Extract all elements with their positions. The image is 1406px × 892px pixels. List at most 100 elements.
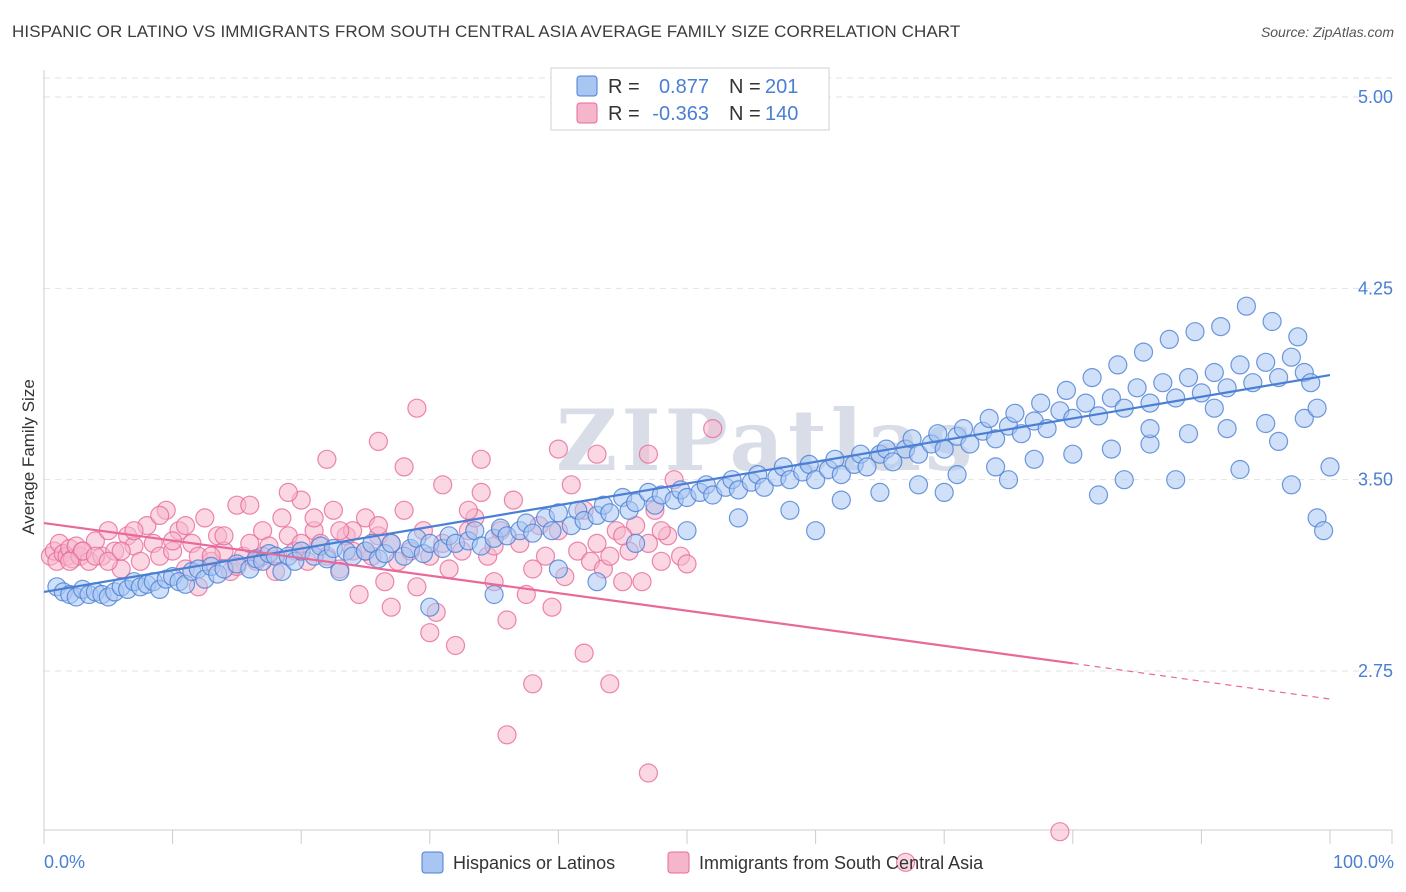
scatter-point-immigrants <box>420 623 440 643</box>
scatter-point-immigrants <box>439 559 459 579</box>
scatter-point-hispanics <box>1108 355 1128 375</box>
scatter-point-immigrants <box>323 500 343 520</box>
scatter-point-hispanics <box>1256 352 1276 372</box>
scatter-point-hispanics <box>1230 355 1250 375</box>
scatter-point-hispanics <box>998 470 1019 490</box>
x-tick-label-max: 100.0% <box>1333 852 1394 872</box>
legend-n-label-1: N = <box>729 76 761 98</box>
x-ticks <box>43 830 1393 844</box>
scatter-point-immigrants <box>638 444 659 464</box>
scatter-point-hispanics <box>985 429 1006 449</box>
scatter-point-immigrants <box>638 763 659 783</box>
scatter-point-immigrants <box>60 551 80 571</box>
scatter-point-hispanics <box>1178 368 1199 388</box>
y-axis-label: Average Family Size <box>19 379 38 535</box>
scatter-point-hispanics <box>1082 368 1102 388</box>
scatter-point-hispanics <box>754 477 774 497</box>
trend-line-immigrants-extension <box>1072 662 1331 700</box>
scatter-point-hispanics <box>587 572 607 592</box>
scatter-point-hispanics <box>1185 322 1205 342</box>
scatter-point-immigrants <box>471 482 491 502</box>
scatter-point-immigrants <box>523 559 543 579</box>
scatter-point-immigrants <box>381 597 401 617</box>
x-tick-label-min: 0.0% <box>44 852 85 872</box>
source-label: Source: ZipAtlas.com <box>1260 24 1394 40</box>
scatter-point-hispanics <box>1320 457 1340 477</box>
scatter-point-immigrants <box>394 457 414 477</box>
scatter-point-immigrants <box>150 505 170 526</box>
scatter-point-immigrants <box>304 508 324 528</box>
scatter-point-hispanics <box>870 482 890 502</box>
y-tick-label: 5.00 <box>1358 87 1393 107</box>
legend-r-value-2: -0.363 <box>652 103 709 125</box>
scatter-point-hispanics <box>1140 419 1160 439</box>
scatter-point-hispanics <box>1140 393 1160 413</box>
scatter-point-hispanics <box>1063 444 1083 464</box>
scatter-point-immigrants <box>98 551 118 571</box>
scatter-point-hispanics <box>548 559 569 579</box>
scatter-point-hispanics <box>677 521 697 541</box>
scatter-point-immigrants <box>471 449 491 469</box>
scatter-point-hispanics <box>1011 424 1032 444</box>
series-legend-label-immigrants: Immigrants from South Central Asia <box>699 853 984 873</box>
chart-title: HISPANIC OR LATINO VS IMMIGRANTS FROM SO… <box>12 22 961 41</box>
scatter-point-hispanics <box>625 533 646 554</box>
scatter-point-immigrants <box>568 541 588 561</box>
series-hispanics-points <box>47 296 1340 617</box>
scatter-point-immigrants <box>497 725 517 745</box>
scatter-point-immigrants <box>111 541 131 561</box>
scatter-point-immigrants <box>394 500 414 520</box>
scatter-point-immigrants <box>600 546 620 566</box>
scatter-point-immigrants <box>349 584 369 605</box>
scatter-point-immigrants <box>278 482 298 502</box>
scatter-point-hispanics <box>1133 342 1154 362</box>
scatter-point-hispanics <box>1101 388 1122 408</box>
scatter-point-hispanics <box>1153 373 1173 393</box>
scatter-point-immigrants <box>613 572 633 592</box>
scatter-point-hispanics <box>1230 459 1250 480</box>
scatter-point-immigrants <box>368 515 388 536</box>
scatter-point-immigrants <box>407 398 427 418</box>
scatter-point-immigrants <box>240 495 260 515</box>
y-tick-label: 4.25 <box>1358 278 1393 298</box>
scatter-point-hispanics <box>780 500 800 520</box>
scatter-point-hispanics <box>1288 327 1308 347</box>
scatter-point-hispanics <box>805 521 826 541</box>
scatter-point-hispanics <box>1166 388 1186 408</box>
scatter-point-hispanics <box>1076 393 1096 413</box>
scatter-point-immigrants <box>548 439 569 459</box>
scatter-point-hispanics <box>728 508 749 528</box>
scatter-point-hispanics <box>1166 470 1186 490</box>
scatter-point-immigrants <box>195 508 215 528</box>
scatter-point-immigrants <box>175 515 196 536</box>
scatter-point-hispanics <box>1217 419 1237 439</box>
series-legend-label-hispanics: Hispanics or Latinos <box>453 853 615 873</box>
scatter-point-hispanics <box>1204 398 1224 418</box>
scatter-point-hispanics <box>1211 317 1231 337</box>
scatter-point-hispanics <box>1204 362 1224 383</box>
scatter-point-hispanics <box>1191 383 1212 403</box>
scatter-point-immigrants <box>677 554 697 574</box>
scatter-point-hispanics <box>1281 347 1302 367</box>
legend-r-label-1: R = <box>608 76 640 98</box>
legend-n-value-1: 201 <box>765 76 798 98</box>
series-legend-swatch-pink <box>667 851 690 874</box>
scatter-point-immigrants <box>433 475 453 495</box>
scatter-point-hispanics <box>831 465 851 485</box>
scatter-point-hispanics <box>947 465 967 485</box>
scatter-point-immigrants <box>651 521 671 541</box>
scatter-point-hispanics <box>934 482 954 502</box>
scatter-point-hispanics <box>1114 470 1134 490</box>
scatter-point-hispanics <box>1088 485 1109 505</box>
scatter-point-hispanics <box>1313 521 1334 541</box>
axes <box>43 70 1392 831</box>
legend-r-label-2: R = <box>608 103 640 125</box>
legend-n-label-2: N = <box>729 103 761 125</box>
scatter-point-immigrants <box>1050 822 1070 842</box>
y-tick-label: 3.50 <box>1358 470 1393 490</box>
scatter-point-immigrants <box>330 521 350 541</box>
scatter-point-immigrants <box>130 551 150 571</box>
scatter-point-hispanics <box>805 470 826 490</box>
scatter-point-immigrants <box>535 546 556 566</box>
